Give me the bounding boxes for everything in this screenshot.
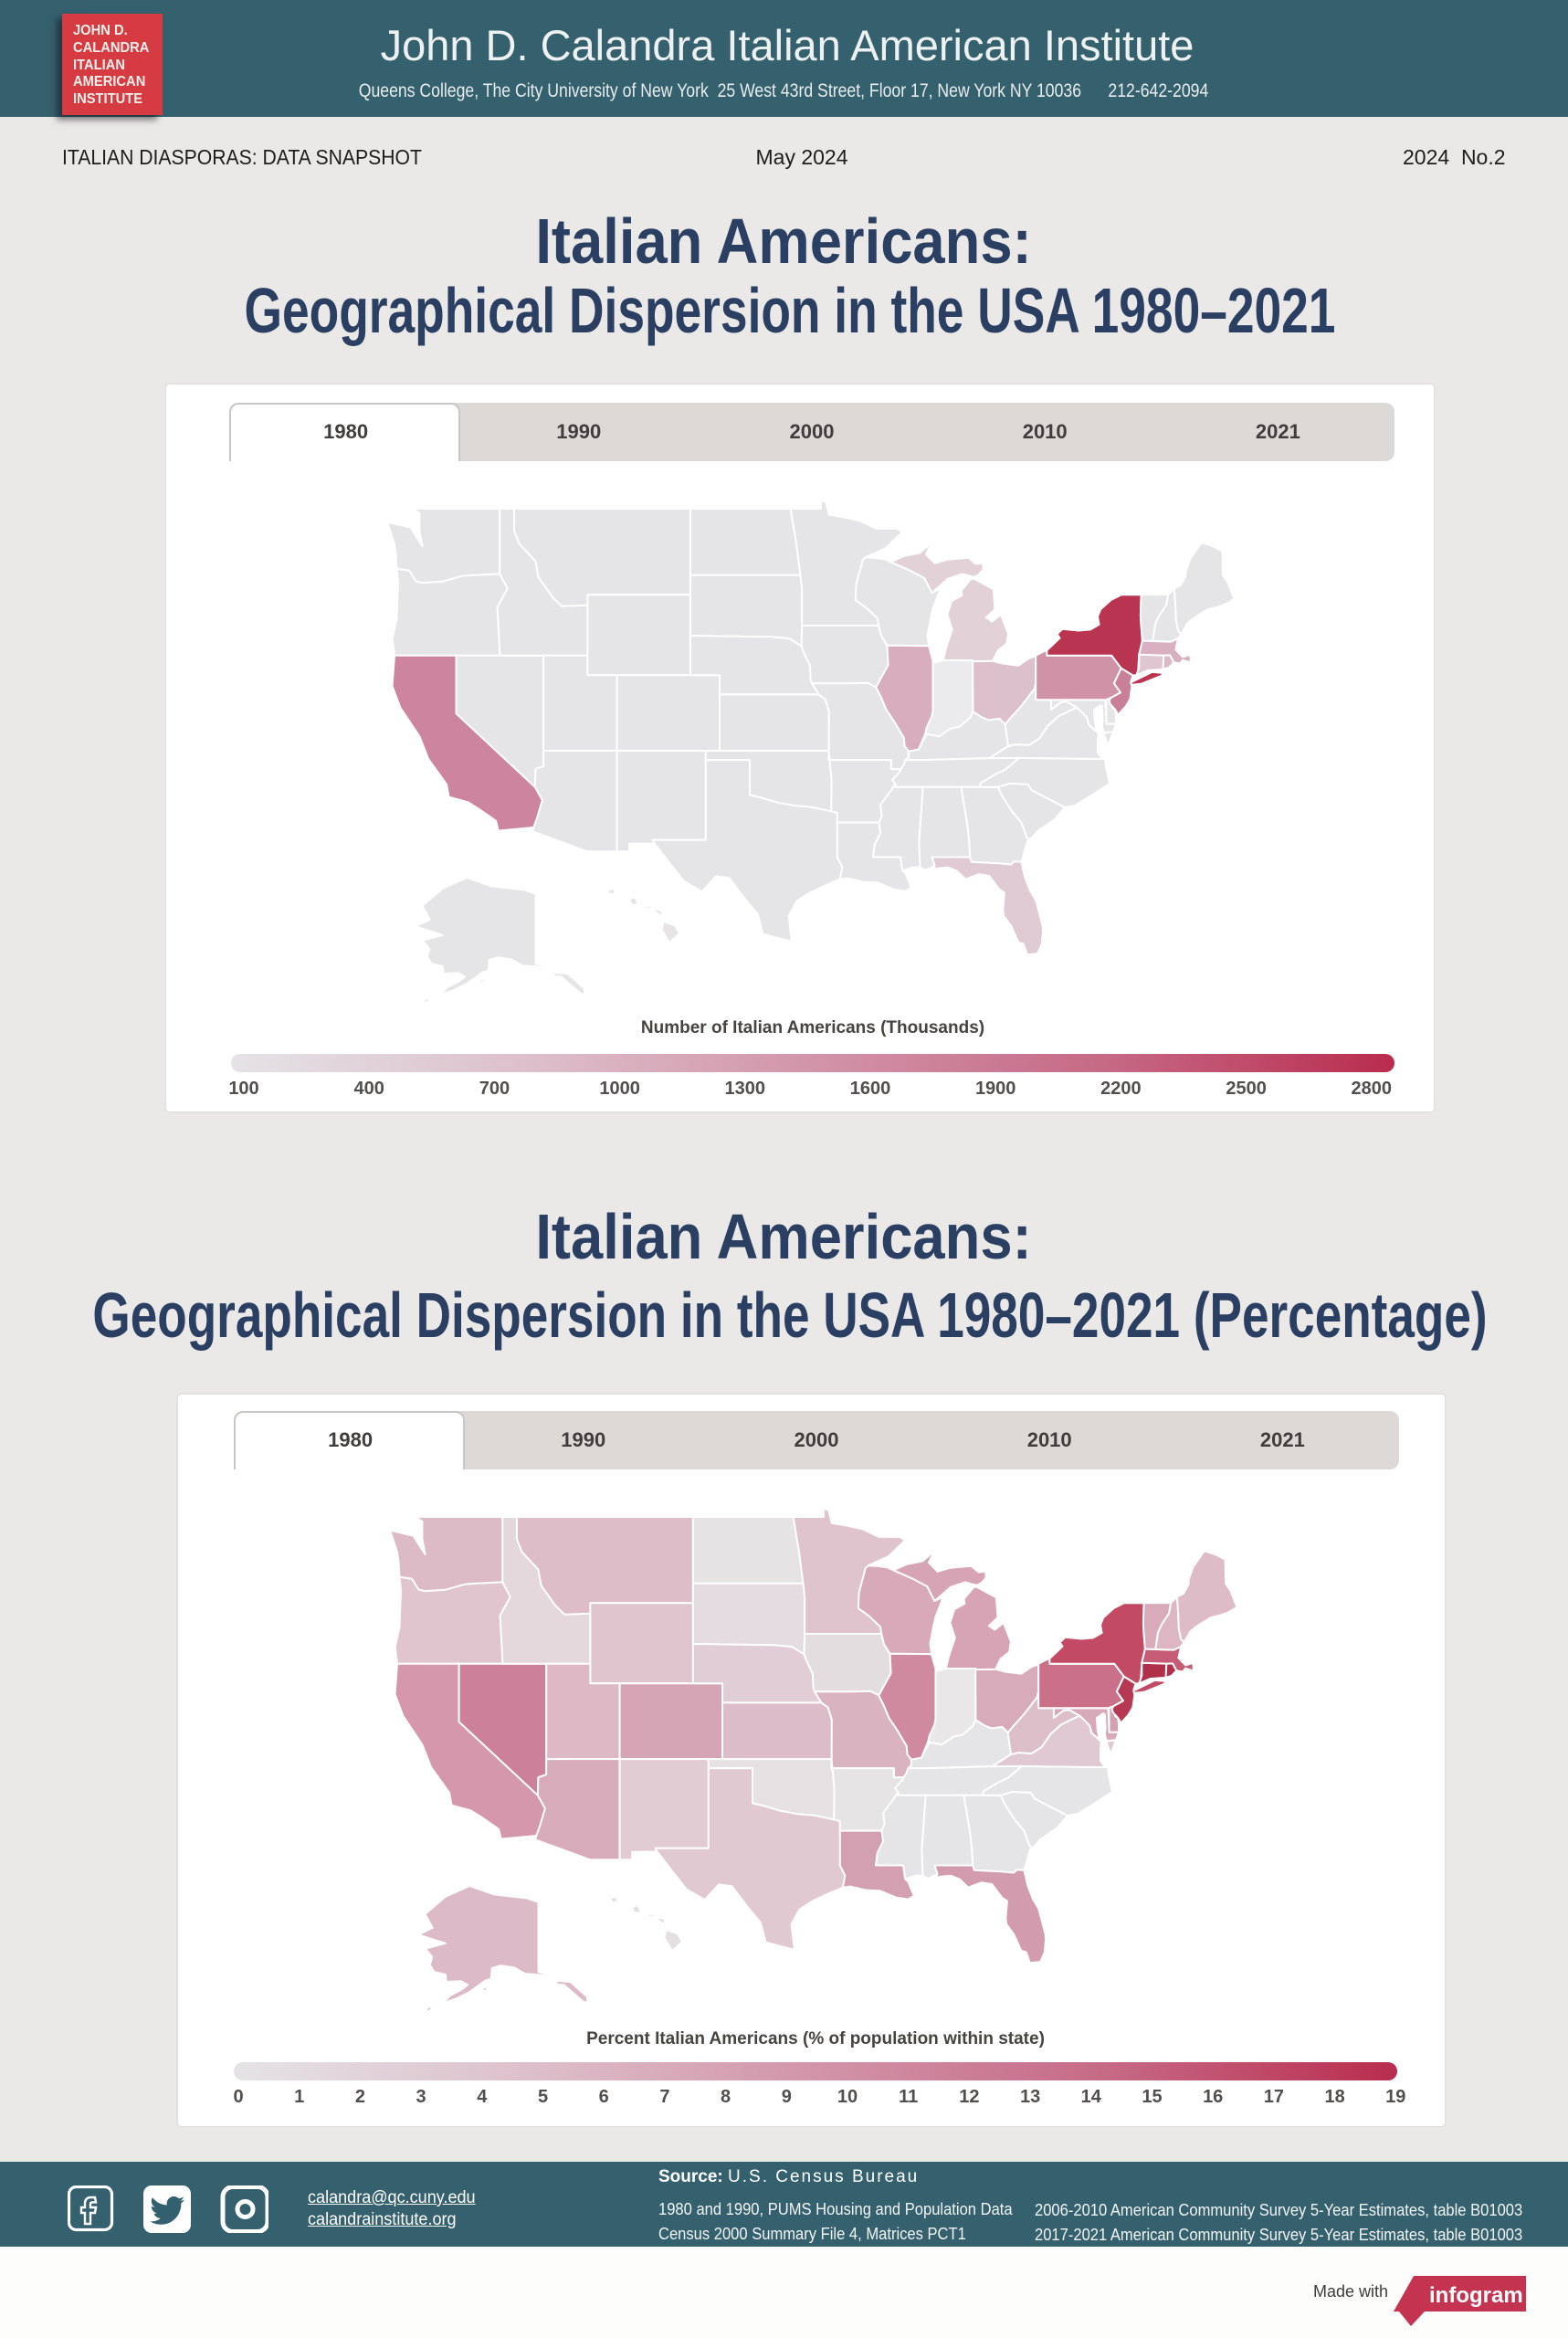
svg-text:infogram: infogram (1429, 2283, 1523, 2308)
